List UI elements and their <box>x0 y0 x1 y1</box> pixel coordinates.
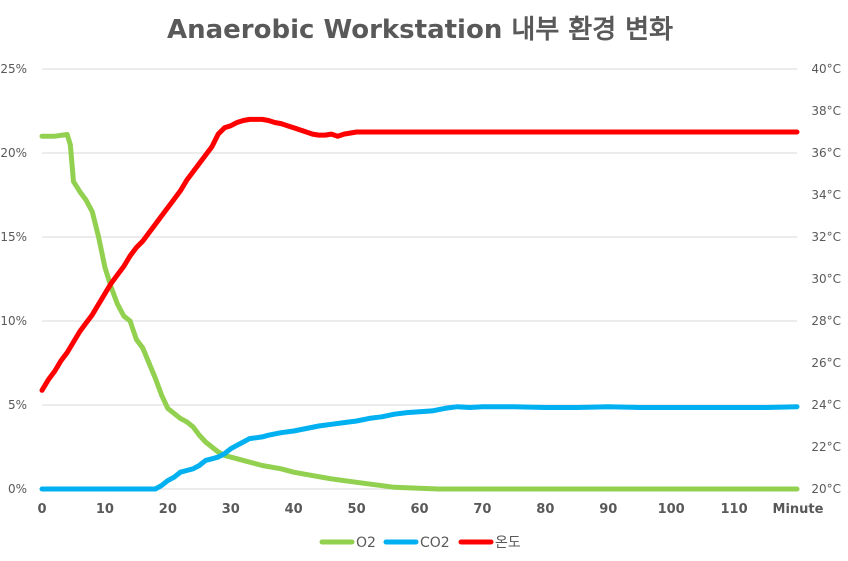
y-left-tick-label: 25% <box>0 62 27 76</box>
chart-title: Anaerobic Workstation 내부 환경 변화 <box>167 15 673 45</box>
y-axis-left: 0% 5% 10% 15% 20% 25% <box>0 62 27 496</box>
x-tick-label: 90 <box>599 502 617 517</box>
x-tick-label: 80 <box>536 502 554 517</box>
x-tick-label: 60 <box>410 502 428 517</box>
y-right-tick-label: 34°C <box>811 188 841 202</box>
y-right-tick-label: 24°C <box>811 398 841 412</box>
series-line-O2 <box>39 132 800 492</box>
y-left-tick-label: 20% <box>0 146 27 160</box>
x-tick-label: 40 <box>285 502 303 517</box>
x-axis: 0 10 20 30 40 50 60 70 80 90 100 110 Minute <box>37 502 823 517</box>
x-tick-label: 50 <box>348 502 366 517</box>
y-left-tick-label: 5% <box>8 398 27 412</box>
y-right-tick-label: 26°C <box>811 356 841 370</box>
y-left-tick-label: 0% <box>8 482 27 496</box>
x-tick-label: 70 <box>473 502 491 517</box>
legend-label: 온도 <box>495 535 521 551</box>
x-tick-label: 10 <box>96 502 114 517</box>
y-right-tick-label: 40°C <box>811 62 841 76</box>
x-tick-label: 30 <box>222 502 240 517</box>
legend-label: CO2 <box>420 535 450 551</box>
x-tick-label: 20 <box>159 502 177 517</box>
y-right-tick-label: 32°C <box>811 230 841 244</box>
y-right-tick-label: 30°C <box>811 272 841 286</box>
legend-label: O2 <box>356 535 376 551</box>
series-line-CO2 <box>39 404 800 492</box>
y-right-tick-label: 22°C <box>811 440 841 454</box>
x-tick-label: 0 <box>37 502 46 517</box>
legend: O2 CO2 온도 <box>319 535 521 551</box>
series-line-온도 <box>39 116 800 393</box>
y-right-tick-label: 20°C <box>811 482 841 496</box>
y-right-tick-label: 38°C <box>811 104 841 118</box>
y-left-tick-label: 15% <box>0 230 27 244</box>
series-lines <box>39 116 800 492</box>
x-axis-label: Minute <box>773 502 824 517</box>
y-right-tick-label: 36°C <box>811 146 841 160</box>
y-left-tick-label: 10% <box>0 314 27 328</box>
y-right-tick-label: 28°C <box>811 314 841 328</box>
y-axis-right: 20°C 22°C 24°C 26°C 28°C 30°C 32°C 34°C 36°C 38°C… <box>811 62 841 496</box>
x-tick-label: 110 <box>721 502 748 517</box>
x-tick-label: 100 <box>658 502 685 517</box>
